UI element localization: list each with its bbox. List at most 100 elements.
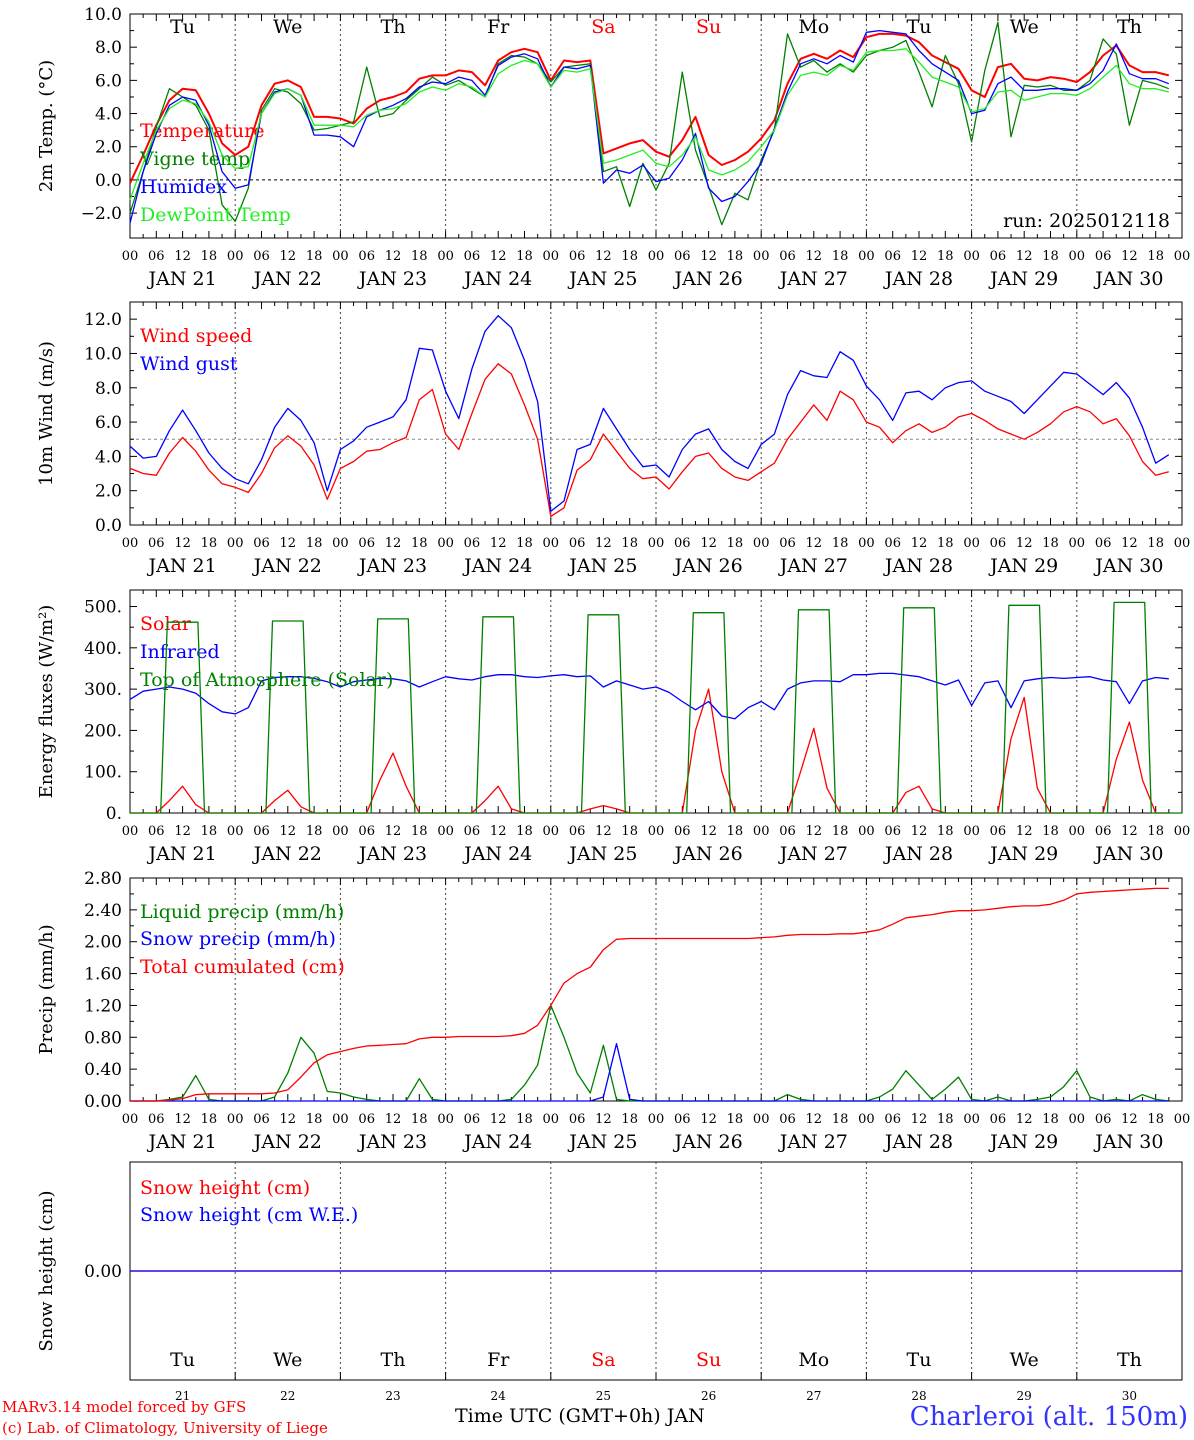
day-number-label: 26	[701, 1389, 716, 1403]
hour-tick-label: 00	[122, 536, 139, 551]
legend-entry: Wind speed	[140, 325, 252, 347]
hour-tick-label: 00	[648, 1112, 665, 1127]
hour-tick-label: 12	[911, 1112, 928, 1127]
hour-tick-label: 00	[332, 1112, 349, 1127]
weekday-label: Su	[696, 16, 721, 38]
hour-tick-label: 00	[543, 536, 560, 551]
date-label: JAN 24	[462, 268, 532, 290]
hour-tick-label: 18	[1042, 1112, 1059, 1127]
date-label: JAN 28	[883, 843, 953, 865]
hour-tick-label: 18	[832, 824, 849, 839]
hour-tick-label: 18	[621, 824, 638, 839]
hour-tick-label: 06	[779, 1112, 796, 1127]
weekday-label: Tu	[907, 1349, 932, 1371]
y-tick-label: 0.00	[84, 1262, 122, 1282]
hour-tick-label: 00	[543, 249, 560, 264]
hour-tick-label: 12	[385, 249, 402, 264]
y-tick-label: 300.	[84, 680, 122, 700]
hour-tick-label: 18	[306, 249, 323, 264]
date-label: JAN 23	[357, 1131, 427, 1153]
hour-tick-label: 12	[174, 249, 191, 264]
day-number-label: 28	[911, 1389, 926, 1403]
y-tick-label: 0.0	[95, 516, 122, 536]
series-line	[130, 887, 1169, 1102]
hour-tick-label: 00	[963, 1112, 980, 1127]
hour-tick-label: 06	[358, 536, 375, 551]
weekday-label: We	[1010, 16, 1039, 38]
hour-tick-label: 12	[595, 824, 612, 839]
hour-tick-label: 18	[937, 249, 954, 264]
hour-tick-label: 12	[700, 1112, 717, 1127]
hour-tick-label: 06	[1095, 824, 1112, 839]
hour-tick-label: 00	[1174, 536, 1191, 551]
hour-tick-label: 06	[674, 824, 691, 839]
model-credit: MARv3.14 model forced by GFS	[2, 1398, 247, 1416]
date-label: JAN 27	[778, 268, 848, 290]
lab-credit: (c) Lab. of Climatology, University of L…	[2, 1419, 328, 1437]
hour-tick-label: 00	[227, 536, 244, 551]
date-label: JAN 26	[673, 268, 743, 290]
weekday-label: Tu	[907, 16, 932, 38]
hour-tick-label: 12	[280, 249, 297, 264]
hour-tick-label: 06	[990, 536, 1007, 551]
legend-entry: Snow height (cm)	[140, 1177, 310, 1199]
weekday-label: Sa	[591, 16, 615, 38]
hour-tick-label: 06	[148, 824, 165, 839]
hour-tick-label: 18	[832, 249, 849, 264]
hour-tick-label: 12	[1121, 824, 1138, 839]
hour-tick-label: 12	[490, 1112, 507, 1127]
hour-tick-label: 00	[437, 536, 454, 551]
y-tick-label: 4.0	[95, 447, 122, 467]
hour-tick-label: 18	[1147, 249, 1164, 264]
legend-entry: Top of Atmosphere (Solar)	[140, 669, 393, 691]
y-tick-label: 100.	[84, 763, 122, 783]
hour-tick-label: 06	[358, 249, 375, 264]
hour-tick-label: 12	[700, 536, 717, 551]
date-label: JAN 26	[673, 1131, 743, 1153]
hour-tick-label: 18	[411, 249, 428, 264]
hour-tick-label: 06	[779, 536, 796, 551]
hour-tick-label: 12	[1016, 824, 1033, 839]
date-label: JAN 29	[988, 268, 1058, 290]
hour-tick-label: 00	[1069, 249, 1086, 264]
date-label: JAN 24	[462, 1131, 532, 1153]
hour-tick-label: 12	[911, 536, 928, 551]
hour-tick-label: 12	[806, 249, 823, 264]
date-label: JAN 27	[778, 1131, 848, 1153]
y-axis-label: 2m Temp. (°C)	[36, 60, 57, 192]
hour-tick-label: 06	[253, 824, 270, 839]
hour-tick-label: 18	[201, 249, 218, 264]
weekday-label: Tu	[170, 1349, 195, 1371]
hour-tick-label: 12	[280, 824, 297, 839]
date-label: JAN 21	[147, 268, 217, 290]
y-tick-label: 0.40	[84, 1060, 122, 1080]
y-axis-label: Precip (mm/h)	[36, 924, 57, 1054]
date-label: JAN 26	[673, 555, 743, 577]
hour-tick-label: 12	[1016, 1112, 1033, 1127]
weekday-label: Fr	[487, 1349, 510, 1371]
hour-tick-label: 12	[280, 1112, 297, 1127]
date-label: JAN 26	[673, 843, 743, 865]
y-tick-label: −2.0	[81, 204, 122, 224]
hour-tick-label: 18	[201, 536, 218, 551]
y-tick-label: 0.	[106, 804, 122, 824]
run-annotation: run: 2025012118	[1003, 210, 1170, 232]
y-axis-label: Snow height (cm)	[36, 1190, 57, 1351]
series-line	[129, 315, 1170, 512]
hour-tick-label: 00	[648, 536, 665, 551]
weekday-label: We	[273, 16, 302, 38]
hour-tick-label: 06	[148, 1112, 165, 1127]
hour-tick-label: 18	[1042, 824, 1059, 839]
hour-tick-label: 06	[253, 249, 270, 264]
hour-tick-label: 06	[358, 824, 375, 839]
hour-tick-label: 00	[963, 249, 980, 264]
y-tick-label: 6.0	[95, 71, 122, 91]
y-tick-label: 1.60	[84, 965, 122, 985]
hour-tick-label: 18	[727, 824, 744, 839]
hour-tick-label: 18	[1147, 1112, 1164, 1127]
hour-tick-label: 06	[569, 249, 586, 264]
date-label: JAN 21	[147, 843, 217, 865]
day-number-label: 22	[280, 1389, 295, 1403]
series-line	[129, 672, 1169, 720]
hour-tick-label: 06	[674, 1112, 691, 1127]
